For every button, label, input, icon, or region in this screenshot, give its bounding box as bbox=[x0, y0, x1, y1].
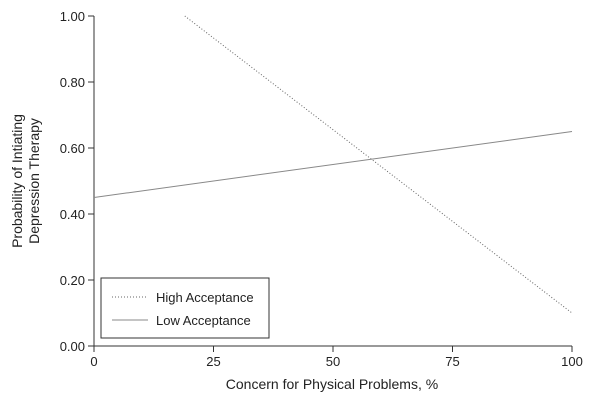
legend: High Acceptance Low Acceptance bbox=[100, 277, 270, 339]
y-tick-label: 0.00 bbox=[60, 339, 85, 354]
x-tick-label: 0 bbox=[90, 354, 97, 369]
y-axis-title-line-2: Depression Therapy bbox=[26, 118, 42, 244]
x-tick-label: 75 bbox=[445, 354, 459, 369]
series-line-low-acceptance bbox=[93, 131, 573, 198]
x-tick-label: 50 bbox=[326, 354, 340, 369]
y-tick-label: 0.60 bbox=[60, 141, 85, 156]
y-axis-title: Probability of Intiating Depression Ther… bbox=[9, 114, 42, 248]
y-tick-label: 0.40 bbox=[60, 207, 85, 222]
legend-label-low-acceptance: Low Acceptance bbox=[156, 313, 251, 328]
x-tick-label: 25 bbox=[206, 354, 220, 369]
y-tick-label: 0.20 bbox=[60, 273, 85, 288]
axes: 0.00 0.20 0.40 0.60 0.80 1.00 0 25 50 75 100 bbox=[60, 9, 583, 369]
legend-box bbox=[100, 277, 270, 339]
series-line-high-acceptance bbox=[184, 15, 573, 314]
y-tick-label: 1.00 bbox=[60, 9, 85, 24]
y-axis-title-line-1: Probability of Intiating bbox=[9, 114, 25, 248]
series-layer bbox=[93, 15, 573, 314]
legend-label-high-acceptance: High Acceptance bbox=[156, 290, 254, 305]
x-tick-label: 100 bbox=[561, 354, 583, 369]
y-tick-label: 0.80 bbox=[60, 75, 85, 90]
x-axis-title: Concern for Physical Problems, % bbox=[226, 376, 438, 392]
